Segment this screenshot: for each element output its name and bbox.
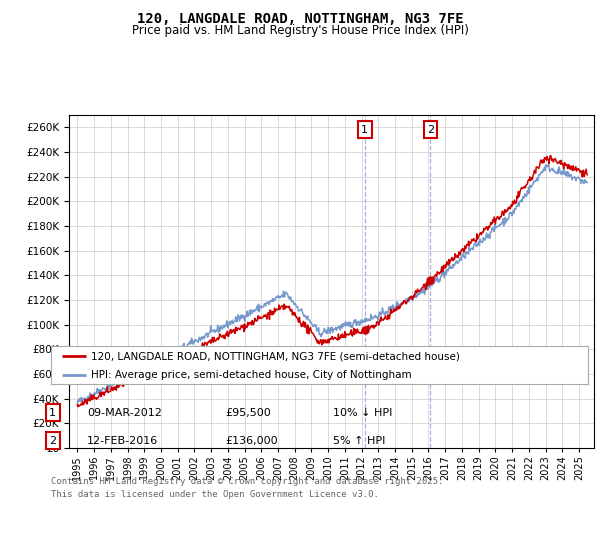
Text: 2: 2: [49, 436, 56, 446]
Text: £95,500: £95,500: [225, 408, 271, 418]
Text: This data is licensed under the Open Government Licence v3.0.: This data is licensed under the Open Gov…: [51, 490, 379, 499]
Text: 1: 1: [49, 408, 56, 418]
Text: £136,000: £136,000: [225, 436, 278, 446]
Text: 120, LANGDALE ROAD, NOTTINGHAM, NG3 7FE (semi-detached house): 120, LANGDALE ROAD, NOTTINGHAM, NG3 7FE …: [91, 351, 460, 361]
Text: Contains HM Land Registry data © Crown copyright and database right 2025.: Contains HM Land Registry data © Crown c…: [51, 477, 443, 486]
Text: 2: 2: [427, 125, 434, 135]
Text: 1: 1: [361, 125, 368, 135]
Text: 09-MAR-2012: 09-MAR-2012: [87, 408, 162, 418]
Text: 5% ↑ HPI: 5% ↑ HPI: [333, 436, 385, 446]
Text: 120, LANGDALE ROAD, NOTTINGHAM, NG3 7FE: 120, LANGDALE ROAD, NOTTINGHAM, NG3 7FE: [137, 12, 463, 26]
Text: 12-FEB-2016: 12-FEB-2016: [87, 436, 158, 446]
Text: HPI: Average price, semi-detached house, City of Nottingham: HPI: Average price, semi-detached house,…: [91, 370, 412, 380]
Text: Price paid vs. HM Land Registry's House Price Index (HPI): Price paid vs. HM Land Registry's House …: [131, 24, 469, 36]
Text: 10% ↓ HPI: 10% ↓ HPI: [333, 408, 392, 418]
